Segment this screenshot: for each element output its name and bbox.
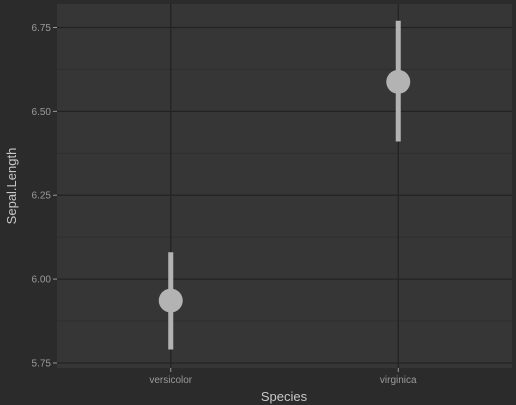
y-tick-label: 5.75: [32, 358, 52, 369]
y-tick-label: 6.25: [32, 191, 52, 202]
minor-gridlines: [57, 68, 512, 322]
mean-point-virginica: [386, 69, 411, 94]
x-axis-ticks: versicolor virginica: [149, 368, 417, 386]
data-marks: [158, 20, 411, 350]
y-tick-label: 6.75: [32, 23, 52, 34]
x-tick-label: versicolor: [149, 375, 192, 386]
y-tick-label: 6.00: [32, 275, 52, 286]
y-tick-label: 6.50: [32, 107, 52, 118]
x-axis-title: Species: [261, 389, 308, 404]
plot-panel: [57, 4, 512, 368]
x-tick-label: virginica: [380, 375, 417, 386]
y-axis-title: Sepal.Length: [4, 148, 19, 225]
y-axis-ticks: 5.75 6.00 6.25 6.50 6.75: [32, 23, 57, 369]
mean-point-versicolor: [158, 288, 183, 313]
